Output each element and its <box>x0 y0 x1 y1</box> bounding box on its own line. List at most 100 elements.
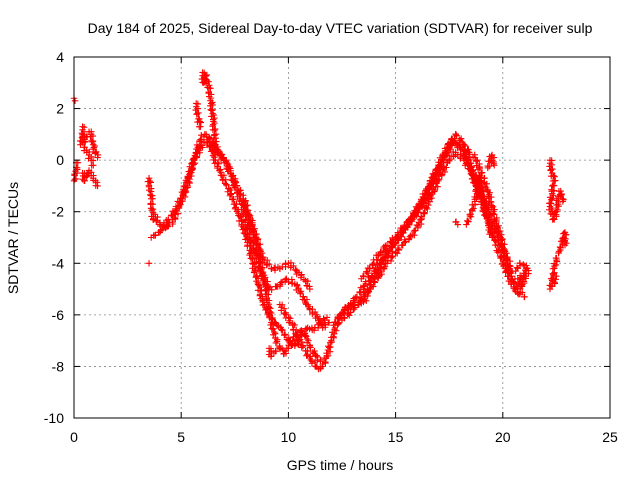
data-point <box>549 181 557 189</box>
data-point <box>555 248 563 255</box>
data-point <box>423 190 431 197</box>
data-point <box>290 262 297 270</box>
data-point <box>503 256 510 263</box>
data-point <box>330 333 337 340</box>
data-point <box>550 172 557 179</box>
data-point <box>211 150 219 158</box>
data-point <box>394 244 402 252</box>
data-point <box>465 218 472 225</box>
data-point <box>256 254 263 262</box>
data-point <box>398 229 405 236</box>
data-point <box>549 195 556 202</box>
data-point <box>196 118 203 125</box>
data-point <box>552 206 560 214</box>
data-point <box>79 139 87 147</box>
data-point <box>288 341 295 348</box>
data-point <box>71 97 79 105</box>
data-point <box>455 141 463 149</box>
data-point <box>418 214 425 222</box>
data-point <box>346 312 353 319</box>
data-point <box>145 186 153 194</box>
data-point <box>194 105 202 112</box>
data-point <box>479 195 486 202</box>
data-point <box>207 142 215 149</box>
x-tick-label: 10 <box>281 429 297 445</box>
data-point <box>371 275 378 282</box>
data-point <box>353 293 360 301</box>
data-point <box>520 279 528 287</box>
data-point <box>306 285 314 293</box>
data-point <box>387 238 395 246</box>
data-point <box>149 195 156 202</box>
data-point <box>291 321 298 329</box>
data-point <box>209 110 216 117</box>
data-point <box>425 183 432 190</box>
data-point <box>439 152 447 159</box>
data-points <box>70 69 570 373</box>
data-point <box>425 201 432 209</box>
data-point <box>557 187 564 195</box>
data-point <box>374 256 381 263</box>
data-point <box>377 248 384 256</box>
data-point <box>493 223 500 230</box>
data-point <box>267 353 275 360</box>
data-point <box>482 213 490 220</box>
data-point <box>361 282 368 289</box>
data-point <box>257 295 265 302</box>
data-point <box>420 209 427 217</box>
data-point <box>205 93 213 100</box>
data-point <box>389 252 396 260</box>
data-point <box>259 264 266 271</box>
data-point <box>245 237 253 245</box>
plot-frame <box>73 56 611 419</box>
data-point <box>260 281 268 289</box>
data-point <box>90 144 98 151</box>
x-tick-label: 20 <box>495 429 511 445</box>
data-point <box>466 211 474 218</box>
data-point <box>207 85 214 92</box>
data-point <box>414 205 422 212</box>
y-tick-label: -8 <box>52 358 65 374</box>
data-point <box>228 196 236 203</box>
data-point <box>561 242 569 249</box>
data-point <box>302 332 309 339</box>
data-point <box>369 261 377 268</box>
data-point <box>305 303 312 310</box>
data-point <box>255 282 263 289</box>
data-point <box>247 255 255 262</box>
data-point <box>453 132 460 139</box>
data-point <box>272 347 279 355</box>
data-point <box>448 136 455 143</box>
data-point <box>149 209 157 216</box>
data-point <box>340 309 348 316</box>
data-point <box>251 234 258 241</box>
data-point <box>88 137 95 145</box>
data-point <box>211 132 218 139</box>
data-point <box>253 277 260 285</box>
data-point <box>223 159 231 167</box>
data-point <box>449 135 456 143</box>
x-tick-label: 5 <box>177 429 185 445</box>
data-point <box>323 314 331 321</box>
data-point <box>424 205 431 213</box>
data-point <box>209 147 216 154</box>
data-point <box>214 163 221 170</box>
data-point <box>188 160 196 167</box>
data-point <box>358 295 365 302</box>
data-point <box>79 133 87 141</box>
data-point <box>212 135 219 142</box>
data-point <box>266 309 274 316</box>
data-point <box>347 300 354 307</box>
data-point <box>420 195 428 202</box>
y-tick-label: 4 <box>56 49 64 65</box>
data-point <box>341 314 348 322</box>
data-point <box>206 142 214 150</box>
data-point <box>297 272 305 279</box>
data-point <box>442 149 450 156</box>
data-point <box>498 231 505 238</box>
data-point <box>94 154 101 161</box>
data-point <box>488 234 496 241</box>
data-point <box>428 185 436 193</box>
data-point <box>233 200 240 208</box>
x-tick-label: 15 <box>388 429 404 445</box>
